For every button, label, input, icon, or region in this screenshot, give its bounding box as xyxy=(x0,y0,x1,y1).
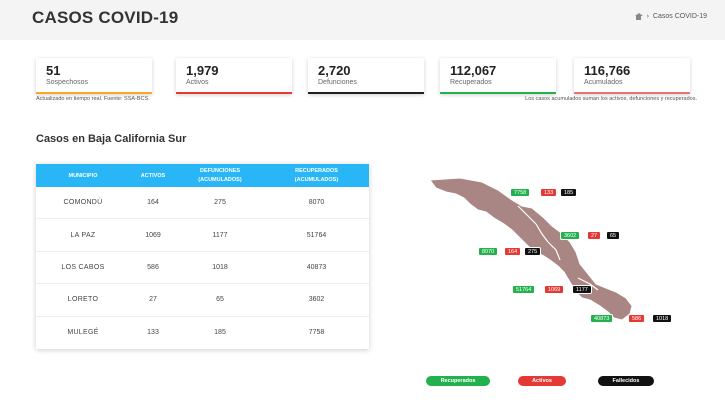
stat-bar xyxy=(308,92,424,94)
badge-lapaz-activos: 1069 xyxy=(544,285,565,294)
page-title: CASOS COVID-19 xyxy=(32,8,179,27)
cell-recuperados: 8070 xyxy=(308,199,325,207)
breadcrumb-separator: › xyxy=(646,13,649,20)
stat-label: Sospechosos xyxy=(46,79,89,86)
stat-value: 112,067 xyxy=(450,63,497,78)
map-border-comondu xyxy=(547,241,561,261)
page-header: CASOS COVID-19 › Casos COVID-19 xyxy=(0,0,725,40)
badge-loscabos-activos: 586 xyxy=(628,314,646,323)
stat-card-defunciones: 2,720 Defunciones xyxy=(308,58,424,94)
stat-label: Activos xyxy=(186,79,209,86)
stat-label: Recuperados xyxy=(450,79,492,86)
stat-bar xyxy=(574,92,690,94)
home-icon[interactable] xyxy=(634,13,643,20)
badge-comondu-activos: 164 xyxy=(504,247,522,256)
stat-value: 1,979 xyxy=(186,63,219,78)
breadcrumb: › Casos COVID-19 xyxy=(634,13,707,20)
accumulated-note: Los casos acumulados suman los activos, … xyxy=(525,96,697,102)
cell-activos: 27 xyxy=(149,296,157,304)
cell-defunciones: 1177 xyxy=(212,231,228,239)
badge-comondu-recuperados: 8070 xyxy=(478,247,499,256)
stat-card-sospechosos: 51 Sospechosos xyxy=(36,58,152,94)
map-land xyxy=(429,177,633,321)
cell-activos: 164 xyxy=(147,199,159,207)
cell-municipio: LORETO xyxy=(67,296,99,304)
map-border-loreto xyxy=(535,223,549,243)
breadcrumb-current: Casos COVID-19 xyxy=(652,13,707,20)
cell-recuperados: 3602 xyxy=(308,296,325,304)
badge-loscabos-fallecidos: 1018 xyxy=(652,314,673,323)
badge-comondu-fallecidos: 275 xyxy=(524,247,542,256)
cases-table: MUNICIPIO ACTIVOS DEFUNCIONES (ACUMULADO… xyxy=(36,164,369,349)
cell-recuperados: 40873 xyxy=(306,263,327,271)
table-row: LORETO 27 65 3602 xyxy=(36,284,369,317)
stat-value: 116,766 xyxy=(584,63,631,78)
table-row: LA PAZ 1069 1177 51764 xyxy=(36,219,369,252)
section-title: Casos en Baja California Sur xyxy=(36,133,187,145)
header-recuperados-sub: (ACUMULADOS) xyxy=(294,176,339,183)
cell-activos: 586 xyxy=(147,263,159,271)
header-recuperados: RECUPERADOS (ACUMULADOS) xyxy=(264,167,369,185)
badge-mulege-recuperados: 7758 xyxy=(510,188,531,197)
stats-row: 51 Sospechosos 1,979 Activos 2,720 Defun… xyxy=(36,58,696,94)
header-activos: ACTIVOS xyxy=(140,172,166,179)
stat-card-acumulados: 116,766 Acumulados xyxy=(574,58,690,94)
stat-label: Acumulados xyxy=(584,79,623,86)
legend-recuperados: Recuperados xyxy=(426,376,490,386)
table-row: MULEGÉ 133 185 7758 xyxy=(36,317,369,349)
badge-loreto-activos: 27 xyxy=(587,231,602,240)
stat-bar xyxy=(440,92,556,94)
header-defunciones-sub: (ACUMULADOS) xyxy=(198,176,242,183)
badge-lapaz-recuperados: 51764 xyxy=(512,285,536,294)
cell-municipio: LA PAZ xyxy=(70,231,96,239)
stat-bar xyxy=(36,92,152,94)
cell-municipio: COMONDÚ xyxy=(63,199,103,207)
cell-defunciones: 185 xyxy=(214,329,226,337)
cell-defunciones: 1018 xyxy=(212,263,228,271)
legend-activos: Activos xyxy=(518,376,566,386)
map-border-lapaz xyxy=(577,277,599,291)
stat-value: 51 xyxy=(46,63,61,78)
badge-loreto-fallecidos: 65 xyxy=(606,231,621,240)
badge-loreto-recuperados: 3602 xyxy=(560,231,581,240)
cell-activos: 1069 xyxy=(145,231,161,239)
cell-defunciones: 65 xyxy=(216,296,224,304)
badge-lapaz-fallecidos: 1177 xyxy=(572,285,592,294)
stat-card-activos: 1,979 Activos xyxy=(176,58,292,94)
badge-mulege-activos: 133 xyxy=(540,188,558,197)
table-row: LOS CABOS 586 1018 40873 xyxy=(36,252,369,285)
header-defunciones: DEFUNCIONES (ACUMULADOS) xyxy=(176,167,264,185)
bcs-map-shape xyxy=(429,177,633,321)
header-defunciones-title: DEFUNCIONES xyxy=(199,167,241,174)
header-recuperados-title: RECUPERADOS xyxy=(295,167,338,174)
cell-recuperados: 7758 xyxy=(308,329,325,337)
update-note: Actualizado en tiempo real. Fuente: SSA-… xyxy=(36,96,150,102)
stat-bar xyxy=(176,92,292,94)
legend-fallecidos: Fallecidos xyxy=(598,376,654,386)
table-row: COMONDÚ 164 275 8070 xyxy=(36,187,369,220)
stat-value: 2,720 xyxy=(318,63,351,78)
map-border-mulege xyxy=(517,205,537,225)
table-header: MUNICIPIO ACTIVOS DEFUNCIONES (ACUMULADO… xyxy=(36,164,369,187)
cell-activos: 133 xyxy=(147,329,159,337)
badge-mulege-fallecidos: 185 xyxy=(560,188,578,197)
cell-municipio: MULEGÉ xyxy=(67,329,99,337)
cell-municipio: LOS CABOS xyxy=(61,263,105,271)
stat-label: Defunciones xyxy=(318,79,357,86)
header-municipio: MUNICIPIO xyxy=(68,172,98,179)
cell-defunciones: 275 xyxy=(214,199,226,207)
stat-card-recuperados: 112,067 Recuperados xyxy=(440,58,556,94)
cell-recuperados: 51764 xyxy=(306,231,327,239)
bcs-map: 7758 133 185 3602 27 65 8070 164 275 517… xyxy=(420,172,680,332)
badge-loscabos-recuperados: 40873 xyxy=(590,314,614,323)
